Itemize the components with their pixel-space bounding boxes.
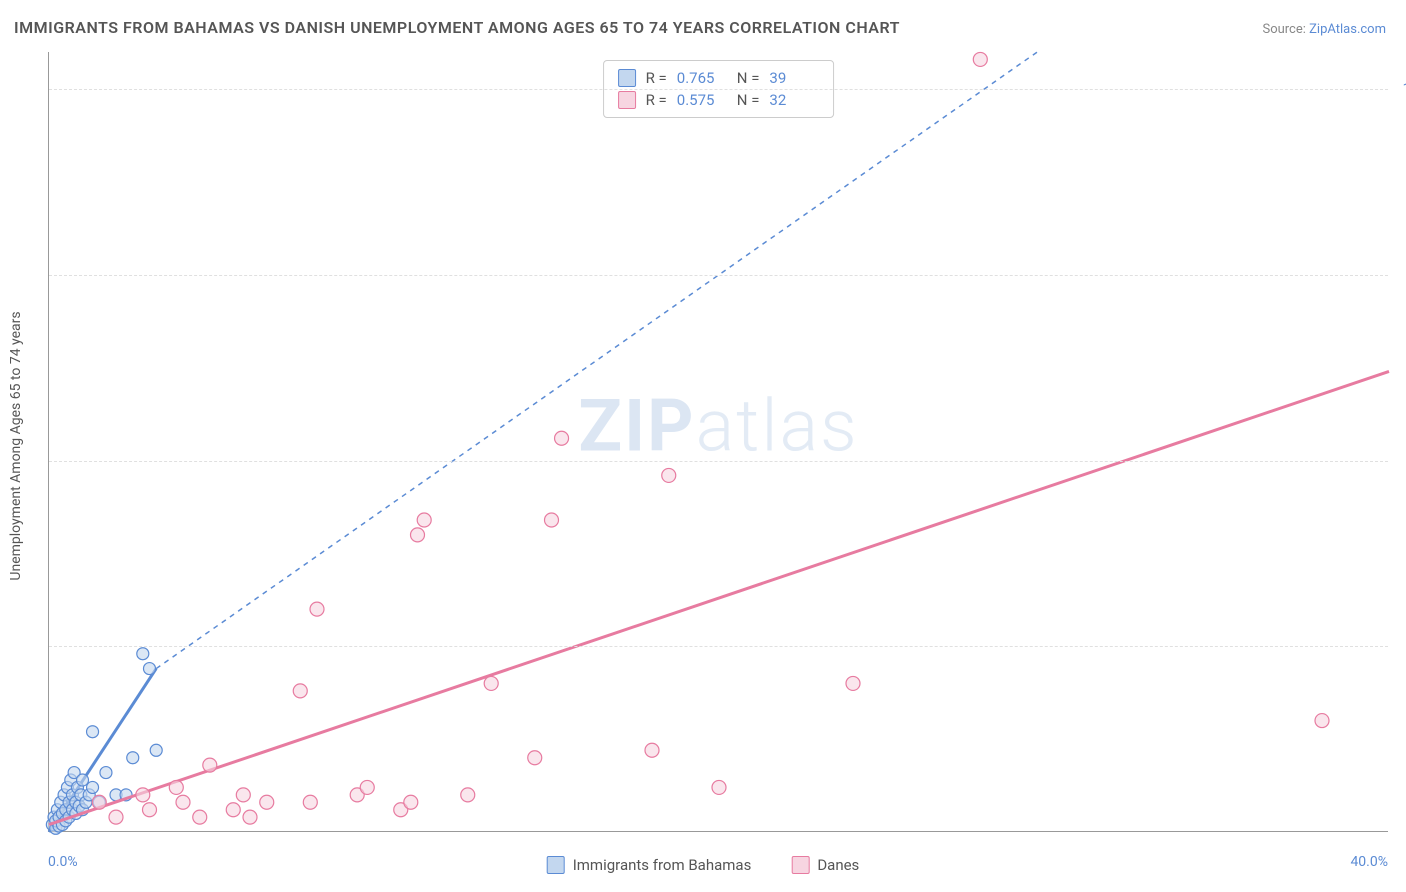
- n-value: 32: [769, 91, 819, 109]
- grid-line: [49, 89, 1388, 90]
- r-label: R =: [646, 91, 667, 109]
- data-point-danes: [545, 513, 559, 527]
- data-point-bahamas: [127, 752, 139, 764]
- data-point-danes: [310, 602, 324, 616]
- data-point-danes: [226, 803, 240, 817]
- trend-ext-bahamas: [156, 52, 1037, 669]
- legend-label: Immigrants from Bahamas: [573, 856, 752, 874]
- data-point-danes: [712, 780, 726, 794]
- legend-swatch: [618, 69, 636, 87]
- data-point-danes: [645, 743, 659, 757]
- n-label: N =: [737, 69, 760, 87]
- corr-legend-row: R = 0.765 N = 39: [618, 67, 820, 89]
- legend-label: Danes: [817, 856, 859, 874]
- data-point-bahamas: [77, 774, 89, 786]
- data-point-danes: [260, 795, 274, 809]
- data-point-danes: [411, 528, 425, 542]
- data-point-bahamas: [150, 744, 162, 756]
- legend-swatch: [791, 856, 809, 874]
- y-tick-label: 100.0%: [1393, 81, 1406, 97]
- data-point-bahamas: [144, 663, 156, 675]
- data-point-danes: [143, 803, 157, 817]
- data-point-danes: [303, 795, 317, 809]
- plot-area: ZIPatlas R =0.765N =39R =0.575N =32 25.0…: [48, 52, 1388, 832]
- legend-swatch: [547, 856, 565, 874]
- r-value: 0.575: [677, 91, 727, 109]
- corr-legend-row: R = 0.575 N = 32: [618, 89, 820, 111]
- y-tick-label: 25.0%: [1393, 638, 1406, 654]
- trend-line-danes: [49, 371, 1389, 824]
- data-point-bahamas: [100, 767, 112, 779]
- legend-item: Immigrants from Bahamas: [547, 856, 752, 874]
- legend-item: Danes: [791, 856, 859, 874]
- y-tick-label: 75.0%: [1393, 267, 1406, 283]
- r-label: R =: [646, 69, 667, 87]
- data-point-danes: [136, 788, 150, 802]
- data-point-danes: [555, 431, 569, 445]
- legend-swatch: [618, 91, 636, 109]
- series-legend: Immigrants from Bahamas Danes: [547, 856, 860, 874]
- chart-svg: [49, 52, 1388, 831]
- chart-title: IMMIGRANTS FROM BAHAMAS VS DANISH UNEMPL…: [14, 18, 900, 37]
- data-point-danes: [193, 810, 207, 824]
- data-point-danes: [417, 513, 431, 527]
- data-point-danes: [662, 468, 676, 482]
- data-point-danes: [109, 810, 123, 824]
- y-axis-label: Unemployment Among Ages 65 to 74 years: [8, 311, 24, 580]
- data-point-danes: [293, 684, 307, 698]
- data-point-danes: [484, 676, 498, 690]
- x-tick-max: 40.0%: [1350, 854, 1388, 870]
- data-point-danes: [243, 810, 257, 824]
- data-point-danes: [461, 788, 475, 802]
- n-label: N =: [737, 91, 760, 109]
- data-point-danes: [973, 52, 987, 66]
- data-point-danes: [1315, 714, 1329, 728]
- data-point-danes: [169, 780, 183, 794]
- data-point-bahamas: [87, 726, 99, 738]
- data-point-danes: [846, 676, 860, 690]
- data-point-danes: [176, 795, 190, 809]
- data-point-danes: [203, 758, 217, 772]
- grid-line: [49, 646, 1388, 647]
- r-value: 0.765: [677, 69, 727, 87]
- source-link[interactable]: ZipAtlas.com: [1309, 22, 1386, 37]
- grid-line: [49, 461, 1388, 462]
- data-point-danes: [528, 751, 542, 765]
- data-point-danes: [92, 795, 106, 809]
- data-point-bahamas: [87, 781, 99, 793]
- grid-line: [49, 275, 1388, 276]
- x-tick-min: 0.0%: [48, 854, 78, 870]
- data-point-danes: [236, 788, 250, 802]
- data-point-bahamas: [137, 648, 149, 660]
- y-tick-label: 50.0%: [1393, 453, 1406, 469]
- data-point-danes: [404, 795, 418, 809]
- n-value: 39: [769, 69, 819, 87]
- source-prefix: Source:: [1262, 22, 1309, 37]
- data-point-danes: [360, 780, 374, 794]
- source-attribution: Source: ZipAtlas.com: [1262, 22, 1386, 37]
